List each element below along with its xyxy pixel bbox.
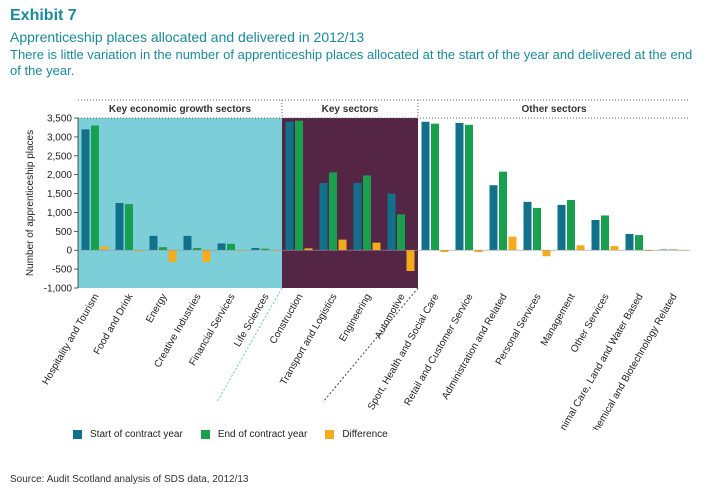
bar-end	[635, 235, 643, 251]
y-tick-label: 3,000	[47, 132, 72, 143]
bar-end	[261, 248, 269, 251]
y-tick-label: 500	[55, 227, 72, 238]
x-tick-label: Energy	[144, 292, 169, 325]
x-tick-label: Construction	[268, 292, 306, 346]
x-tick-label: Administration and Related	[440, 292, 510, 401]
bar-difference	[474, 250, 483, 253]
bar-difference	[542, 250, 551, 257]
x-tick-label: Automotive	[373, 292, 408, 341]
bar-difference	[338, 239, 347, 251]
bar-difference	[372, 242, 381, 251]
bar-end	[329, 172, 337, 251]
group-header-1: Key sectors	[322, 104, 379, 115]
bar-start	[285, 121, 294, 251]
chart-title: Apprenticeship places allocated and deli…	[10, 29, 365, 45]
y-tick-label: 2,500	[47, 151, 72, 162]
legend-label-start: Start of contract year	[90, 429, 183, 440]
bar-end	[193, 247, 201, 251]
bar-difference	[304, 248, 313, 251]
bar-start	[421, 121, 430, 251]
bar-start	[455, 122, 464, 251]
bar-end	[601, 215, 609, 251]
group-header-2: Other sectors	[521, 104, 586, 115]
source-note: Source: Audit Scotland analysis of SDS d…	[10, 474, 249, 485]
x-tick-label: Management	[539, 292, 578, 348]
bar-start	[659, 249, 668, 251]
bar-end	[227, 243, 235, 251]
bar-difference	[440, 250, 449, 253]
legend-swatch-difference	[325, 430, 335, 439]
legend-label-end: End of contract year	[217, 429, 308, 440]
bar-end	[397, 214, 405, 251]
bar-end	[567, 199, 575, 251]
legend-swatch-start	[73, 430, 82, 439]
bar-difference	[576, 245, 585, 251]
bar-difference	[236, 250, 245, 252]
chart-subtitle: There is little variation in the number …	[10, 47, 693, 78]
bar-start	[217, 243, 226, 251]
bar-difference	[508, 236, 517, 251]
bar-start	[625, 233, 634, 251]
separator-diagonal-growth	[216, 287, 283, 403]
y-tick-label: -500	[52, 265, 72, 276]
bar-start	[557, 204, 566, 251]
y-tick-label: 1,000	[47, 208, 72, 219]
bar-difference	[406, 250, 415, 271]
y-tick-label: 3,500	[47, 114, 72, 125]
legend-label-difference: Difference	[342, 429, 388, 440]
y-tick-label: 0	[66, 246, 72, 257]
y-tick-label: 1,500	[47, 189, 72, 200]
bar-end	[295, 120, 303, 251]
legend-swatch-end	[200, 430, 210, 439]
bar-start	[387, 193, 396, 251]
bar-start	[251, 247, 260, 251]
bar-start	[353, 182, 362, 251]
bar-end	[159, 247, 167, 251]
bar-difference	[202, 250, 211, 262]
group-bg-growth	[78, 118, 282, 288]
bar-start	[183, 235, 192, 251]
x-tick-label: Retail and Customer Service	[402, 292, 475, 408]
bar-start	[319, 182, 328, 251]
bar-difference	[610, 246, 619, 251]
bar-end	[499, 171, 507, 251]
bar-difference	[100, 246, 109, 251]
legend-item-difference: Difference	[325, 429, 388, 440]
bar-end	[431, 123, 439, 251]
bar-start	[489, 185, 498, 251]
group-header-0: Key economic growth sectors	[109, 104, 252, 115]
x-tick-label: Engineering	[337, 292, 373, 344]
bar-start	[591, 220, 600, 251]
bar-start	[81, 129, 90, 251]
x-tick-label: Hospitality and Tourism	[40, 292, 101, 387]
bar-start	[115, 203, 124, 251]
legend: Start of contract year End of contract y…	[73, 429, 406, 440]
bar-end	[465, 124, 473, 251]
legend-item-start: Start of contract year	[73, 429, 183, 440]
bar-end	[363, 175, 371, 251]
bar-difference	[270, 250, 279, 252]
bar-start	[149, 235, 158, 251]
exhibit-label: Exhibit 7	[10, 7, 77, 24]
bar-start	[523, 201, 532, 251]
bar-end	[669, 249, 677, 251]
bar-difference	[168, 250, 177, 262]
y-tick-label: 2,000	[47, 170, 72, 181]
bar-end	[125, 204, 133, 251]
y-tick-label: -1,000	[44, 284, 73, 295]
legend-item-end: End of contract year	[200, 429, 308, 440]
bar-difference	[134, 250, 143, 252]
y-axis-label: Number of apprenticeship places	[25, 130, 36, 276]
chart-area: Key economic growth sectors Key sectors Ot…	[25, 99, 690, 430]
bar-difference	[644, 250, 653, 252]
bar-end	[533, 207, 541, 251]
separator-diagonal-key	[322, 287, 419, 403]
bar-end	[91, 125, 99, 251]
